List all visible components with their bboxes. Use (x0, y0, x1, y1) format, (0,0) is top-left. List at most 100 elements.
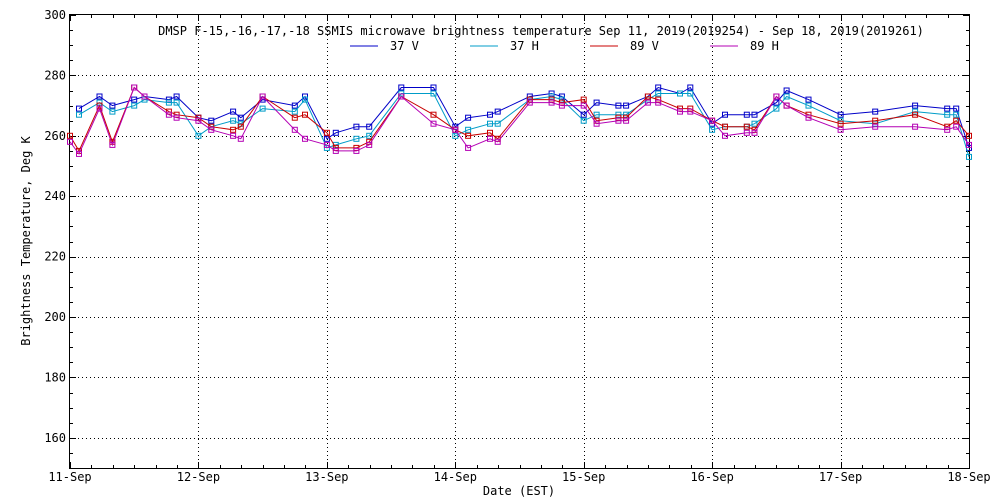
data-point-89v (67, 132, 73, 139)
data-point-37h (487, 120, 493, 127)
data-point-37v (655, 84, 662, 91)
data-point-37v (751, 111, 758, 118)
data-point-89h (141, 93, 148, 100)
data-point-37h (548, 93, 555, 100)
series-line-89h (69, 86, 970, 155)
y-tick-label: 180 (44, 370, 66, 384)
data-point-37h (109, 108, 116, 115)
data-point-89h (751, 129, 758, 136)
data-point-37h (805, 102, 812, 109)
data-point-37v (353, 123, 360, 130)
data-point-37v (494, 108, 501, 115)
data-point-89h (366, 141, 373, 148)
data-point-89h (526, 99, 533, 106)
x-axis-label: Date (EST) (483, 484, 555, 498)
data-point-89h (398, 93, 405, 100)
data-point-37v (615, 102, 622, 109)
data-point-89h (487, 135, 493, 142)
data-point-37v (593, 99, 600, 106)
data-point-89h (687, 108, 694, 115)
data-point-89h (837, 126, 844, 133)
data-point-89h (548, 99, 555, 106)
data-point-89v (487, 129, 493, 136)
data-point-89h (615, 117, 622, 124)
y-tick-label: 300 (44, 8, 66, 22)
data-point-89h (302, 135, 308, 142)
data-point-37v (526, 93, 533, 100)
data-point-89h (230, 132, 237, 139)
data-point-37v (76, 105, 82, 112)
data-point-37h (677, 90, 683, 97)
data-point-37h (165, 99, 172, 106)
x-tick-label: 18-Sep (947, 470, 990, 484)
data-point-37v (623, 102, 630, 109)
data-point-37v (230, 108, 237, 115)
data-point-89v (291, 114, 298, 121)
data-point-37v (291, 102, 298, 109)
data-point-89v (237, 123, 244, 130)
data-point-37h (353, 135, 360, 142)
x-tick-label: 16-Sep (690, 470, 733, 484)
data-point-37h (452, 132, 459, 139)
series-line-37h (78, 93, 970, 158)
data-point-89h (259, 93, 266, 100)
y-tick-label: 240 (44, 189, 66, 203)
data-point-89v (465, 132, 472, 139)
data-point-89v (944, 123, 951, 130)
series-37h (76, 90, 972, 160)
data-point-37h (259, 105, 266, 112)
data-point-37h (773, 105, 780, 112)
data-point-89h (655, 99, 662, 106)
data-point-89v (302, 111, 308, 118)
data-point-37v (805, 96, 812, 103)
y-tick-label: 200 (44, 310, 66, 324)
data-point-89h (131, 84, 138, 91)
data-point-37v (773, 99, 780, 106)
data-point-89h (494, 138, 501, 145)
data-point-37h (291, 108, 298, 115)
data-point-37v (783, 87, 790, 94)
legend-label-89h: 89 H (750, 39, 779, 53)
data-point-37v (366, 123, 373, 130)
data-point-89h (165, 111, 172, 118)
data-point-37h (465, 126, 472, 133)
series-37v (76, 84, 972, 151)
data-point-89h (173, 114, 180, 121)
data-point-89h (109, 141, 116, 148)
data-point-37v (687, 84, 694, 91)
data-point-89h (430, 120, 437, 127)
data-point-37h (430, 90, 437, 97)
data-point-89h (743, 129, 750, 136)
data-point-89v (872, 117, 879, 124)
data-point-89v (722, 123, 728, 130)
data-point-37v (96, 93, 103, 100)
data-point-37h (131, 102, 138, 109)
data-point-89h (353, 147, 360, 154)
data-point-89h (912, 123, 919, 130)
data-point-89h (722, 132, 728, 139)
data-point-37v (743, 111, 750, 118)
x-tick-label: 15-Sep (562, 470, 605, 484)
data-point-37h (76, 111, 82, 118)
data-point-89h (805, 114, 812, 121)
data-point-37h (580, 117, 587, 124)
data-point-37h (687, 90, 694, 97)
x-tick-label: 14-Sep (434, 470, 477, 484)
data-point-37v (487, 111, 493, 118)
data-point-89h (580, 102, 587, 109)
data-point-37h (302, 96, 308, 103)
data-point-37h (593, 111, 600, 118)
data-point-89h (944, 126, 951, 133)
data-point-37h (912, 108, 919, 115)
data-point-89h (67, 138, 73, 145)
data-point-89v (230, 126, 237, 133)
data-point-37h (783, 93, 790, 100)
data-point-37h (173, 99, 180, 106)
x-tick-label: 17-Sep (819, 470, 862, 484)
data-point-89h (465, 144, 472, 151)
legend: 37 V 37 H 89 V 89 H (350, 39, 779, 53)
y-tick-labels: 160 180 200 220 240 260 280 300 (44, 8, 66, 445)
data-point-89h (452, 126, 459, 133)
data-point-89h (623, 117, 630, 124)
data-point-37h (751, 120, 758, 127)
